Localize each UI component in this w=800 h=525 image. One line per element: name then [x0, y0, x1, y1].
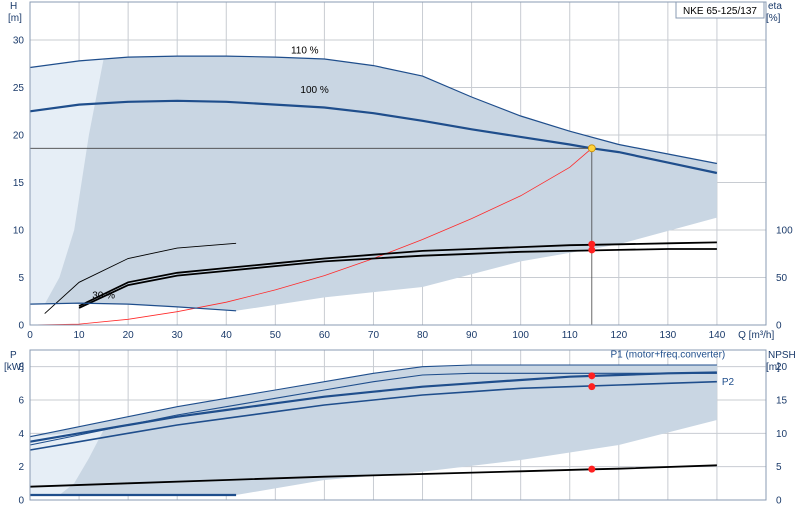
- x-tick-label: 110: [562, 330, 578, 341]
- curve-eta-110: [78, 241, 717, 307]
- y-tick-label: 30: [13, 36, 25, 47]
- power-marker: [588, 465, 596, 473]
- curve-label-p1: P1 (motor+freq.converter): [610, 350, 725, 361]
- bottom-curves: P1 (motor+freq.converter) P2: [29, 350, 735, 497]
- curve-label-p2: P2: [722, 377, 735, 388]
- curve-eta-reduced: [44, 242, 237, 314]
- y-tick-label: 15: [13, 178, 25, 189]
- p-tick-label: 6: [18, 396, 24, 407]
- y-axis-name: H: [10, 1, 17, 12]
- x-tick-label: 10: [74, 330, 86, 341]
- bottom-region-fill: [30, 365, 717, 495]
- y-tick-label: 5: [18, 273, 24, 284]
- p-tick-label: 8: [18, 362, 24, 373]
- y-tick-label: 25: [13, 83, 25, 94]
- x-tick-label: 140: [709, 330, 726, 341]
- y2-axis-name: eta: [768, 1, 782, 12]
- y2-axis-unit: [%]: [766, 13, 781, 24]
- curve-speed-100: [29, 99, 718, 175]
- curve-p2-110: [29, 372, 717, 446]
- bottom-frame: [29, 349, 767, 501]
- top-axes: 0 5 10 15 20 25 30 0 10 20 30 40 50 60 70 80 90 100 110 120…: [8, 1, 793, 341]
- duty-point-marker: [587, 144, 596, 153]
- model-label: NKE 65-125/137: [683, 6, 757, 17]
- power-marker: [588, 383, 596, 391]
- curve-speed-110: [29, 55, 718, 165]
- top-markers: [30, 144, 596, 325]
- npsh-tick-label: 20: [776, 362, 788, 373]
- x-tick-label: 20: [123, 330, 135, 341]
- curve-eta-100: [78, 248, 717, 309]
- y2-tick-label: 100: [776, 226, 793, 237]
- curve-system-curve: [29, 147, 593, 326]
- x-tick-label: 70: [368, 330, 380, 341]
- efficiency-marker: [588, 240, 596, 248]
- p-tick-label: 0: [18, 496, 24, 507]
- y-tick-label: 10: [13, 226, 25, 237]
- npsh-tick-label: 5: [776, 462, 782, 473]
- head-efficiency-panel: 110 % 100 % 30 % 0 5 10 15 20 25 30 0 10 20 30 40 50 60…: [8, 1, 793, 341]
- p-axis-unit: [kW]: [4, 362, 24, 373]
- x-tick-label: 50: [270, 330, 282, 341]
- top-region-light: [30, 59, 104, 305]
- npsh-axis-unit: [m]: [766, 362, 780, 373]
- x-tick-label: 30: [172, 330, 184, 341]
- y2-tick-label: 50: [776, 273, 788, 284]
- x-tick-label: 100: [512, 330, 529, 341]
- top-operating-region: [30, 56, 717, 311]
- min-speed-label: 30 %: [92, 290, 115, 301]
- p-tick-label: 4: [18, 429, 24, 440]
- x-tick-label: 60: [319, 330, 331, 341]
- npsh-tick-label: 0: [776, 496, 782, 507]
- y-axis-unit: [m]: [8, 13, 22, 24]
- top-frame: [29, 1, 767, 326]
- curve-p2: [29, 380, 717, 451]
- y-tick-label: 20: [13, 131, 25, 142]
- curve-p1-110: [29, 364, 717, 438]
- npsh-axis-name: NPSH: [768, 350, 796, 361]
- bottom-markers: [588, 372, 596, 473]
- x-tick-label: 40: [221, 330, 233, 341]
- model-label-box: [675, 1, 765, 19]
- x-tick-label: 120: [610, 330, 627, 341]
- x-tick-label: 0: [27, 330, 33, 341]
- y-tick-label: 0: [18, 321, 24, 332]
- top-curves: 110 % 100 % 30 %: [29, 45, 718, 326]
- curve-label-speed-100: 100 %: [300, 85, 328, 96]
- npsh-tick-label: 10: [776, 429, 788, 440]
- x-tick-label: 130: [660, 330, 677, 341]
- bottom-axes: 0 2 4 6 8 0 5 10 15 20 P[kW] NPSH[m]: [4, 349, 796, 507]
- curve-p1: [29, 371, 717, 443]
- p-tick-label: 2: [18, 462, 24, 473]
- y2-tick-label: 0: [776, 321, 782, 332]
- power-marker: [588, 372, 596, 380]
- efficiency-marker: [588, 246, 596, 254]
- x-axis-label: Q [m³/h]: [738, 330, 774, 341]
- power-npsh-panel: P1 (motor+freq.converter) P2 0 2 4 6 8 0 5 10 15 2…: [4, 349, 796, 507]
- curve-min-speed: [29, 302, 237, 312]
- npsh-tick-label: 15: [776, 396, 788, 407]
- x-tick-label: 90: [466, 330, 478, 341]
- top-region-fill: [30, 56, 717, 311]
- p-axis-name: P: [10, 350, 17, 361]
- x-tick-label: 80: [417, 330, 429, 341]
- curve-npsh: [29, 464, 717, 488]
- curve-label-speed-110: 110 %: [291, 45, 319, 56]
